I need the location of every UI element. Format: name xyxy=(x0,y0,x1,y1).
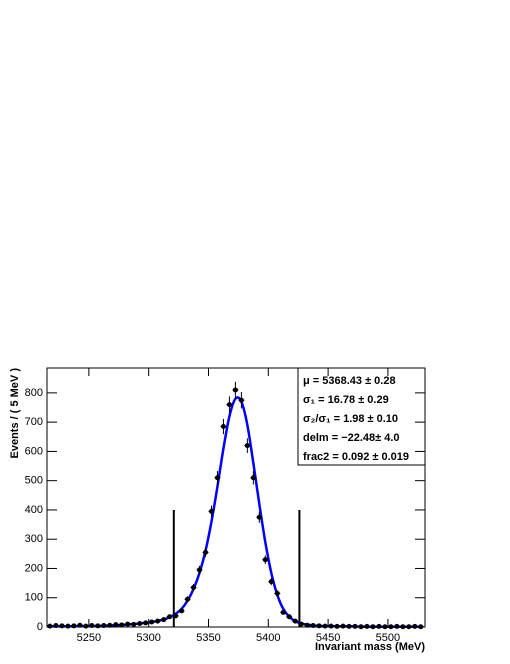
data-point xyxy=(226,402,232,408)
legend-entry: σ₁ = 16.78 ± 0.29 xyxy=(303,394,389,406)
data-point xyxy=(382,624,388,630)
data-point xyxy=(220,424,226,430)
y-tick-label: 700 xyxy=(25,416,43,428)
data-point xyxy=(208,508,214,514)
data-point xyxy=(137,620,143,626)
data-point xyxy=(71,623,77,629)
data-point xyxy=(197,567,203,573)
data-point xyxy=(143,620,149,626)
data-point xyxy=(232,387,238,393)
data-point xyxy=(47,623,53,629)
data-point xyxy=(334,623,340,629)
data-point xyxy=(179,608,185,614)
y-tick-label: 0 xyxy=(37,621,43,633)
data-point xyxy=(238,397,244,403)
data-point xyxy=(376,623,382,629)
data-point xyxy=(95,623,101,629)
x-tick-label: 5500 xyxy=(376,632,400,644)
data-point xyxy=(400,624,406,630)
data-point xyxy=(53,623,59,629)
data-point xyxy=(250,475,256,481)
data-point xyxy=(418,624,424,630)
x-tick-label: 5350 xyxy=(196,632,220,644)
data-point xyxy=(173,613,179,619)
x-tick-label: 5300 xyxy=(136,632,160,644)
data-point xyxy=(388,624,394,630)
data-point xyxy=(161,617,167,623)
data-point xyxy=(346,623,352,629)
data-point xyxy=(191,584,197,590)
data-point xyxy=(167,614,173,620)
data-point xyxy=(65,623,71,629)
data-point xyxy=(298,621,304,627)
data-point xyxy=(125,621,131,627)
data-point xyxy=(113,622,119,628)
x-axis-title: Invariant mass (MeV) xyxy=(315,641,425,653)
data-point xyxy=(83,623,89,629)
data-point xyxy=(149,619,155,625)
data-point xyxy=(202,549,208,555)
legend-entry: frac2 = 0.092 ± 0.019 xyxy=(303,451,409,463)
data-point xyxy=(119,622,125,628)
data-point xyxy=(107,622,113,628)
x-tick-label: 5400 xyxy=(256,632,280,644)
data-point xyxy=(274,590,280,596)
data-point xyxy=(244,443,250,449)
data-point xyxy=(310,623,316,629)
data-point xyxy=(131,621,137,627)
legend-entry: μ = 5368.43 ± 0.28 xyxy=(303,375,396,387)
x-tick-label: 5450 xyxy=(316,632,340,644)
data-point xyxy=(322,623,328,629)
legend-entry: σ₂/σ₁ = 1.98 ± 0.10 xyxy=(303,413,398,425)
data-point xyxy=(280,609,286,615)
data-point xyxy=(364,623,370,629)
y-tick-label: 100 xyxy=(25,592,43,604)
data-point xyxy=(262,557,268,563)
data-point xyxy=(214,475,220,481)
y-tick-label: 200 xyxy=(25,562,43,574)
data-point xyxy=(352,623,358,629)
y-tick-label: 400 xyxy=(25,504,43,516)
legend-entry: delm = −22.48± 4.0 xyxy=(303,432,400,444)
data-point xyxy=(89,623,95,629)
y-tick-label: 600 xyxy=(25,445,43,457)
data-point xyxy=(59,623,65,629)
data-point xyxy=(185,596,191,602)
data-point xyxy=(412,623,418,629)
y-tick-label: 800 xyxy=(25,387,43,399)
data-point xyxy=(268,579,274,585)
data-point xyxy=(256,514,262,520)
data-point xyxy=(77,622,83,628)
data-point xyxy=(370,624,376,630)
y-tick-label: 300 xyxy=(25,533,43,545)
plot-frame xyxy=(46,367,426,628)
data-point xyxy=(316,623,322,629)
data-point xyxy=(340,623,346,629)
data-point xyxy=(406,624,412,630)
y-tick-label: 500 xyxy=(25,475,43,487)
legend-box xyxy=(297,367,426,466)
data-point xyxy=(286,614,292,620)
data-point xyxy=(328,623,334,629)
x-tick-label: 5250 xyxy=(77,632,101,644)
data-point xyxy=(101,623,107,629)
data-point xyxy=(304,622,310,628)
data-point xyxy=(155,618,161,624)
y-axis-title: Events / ( 5 MeV ) xyxy=(9,368,21,459)
data-point xyxy=(292,618,298,624)
data-point xyxy=(358,624,364,630)
data-point xyxy=(394,623,400,629)
